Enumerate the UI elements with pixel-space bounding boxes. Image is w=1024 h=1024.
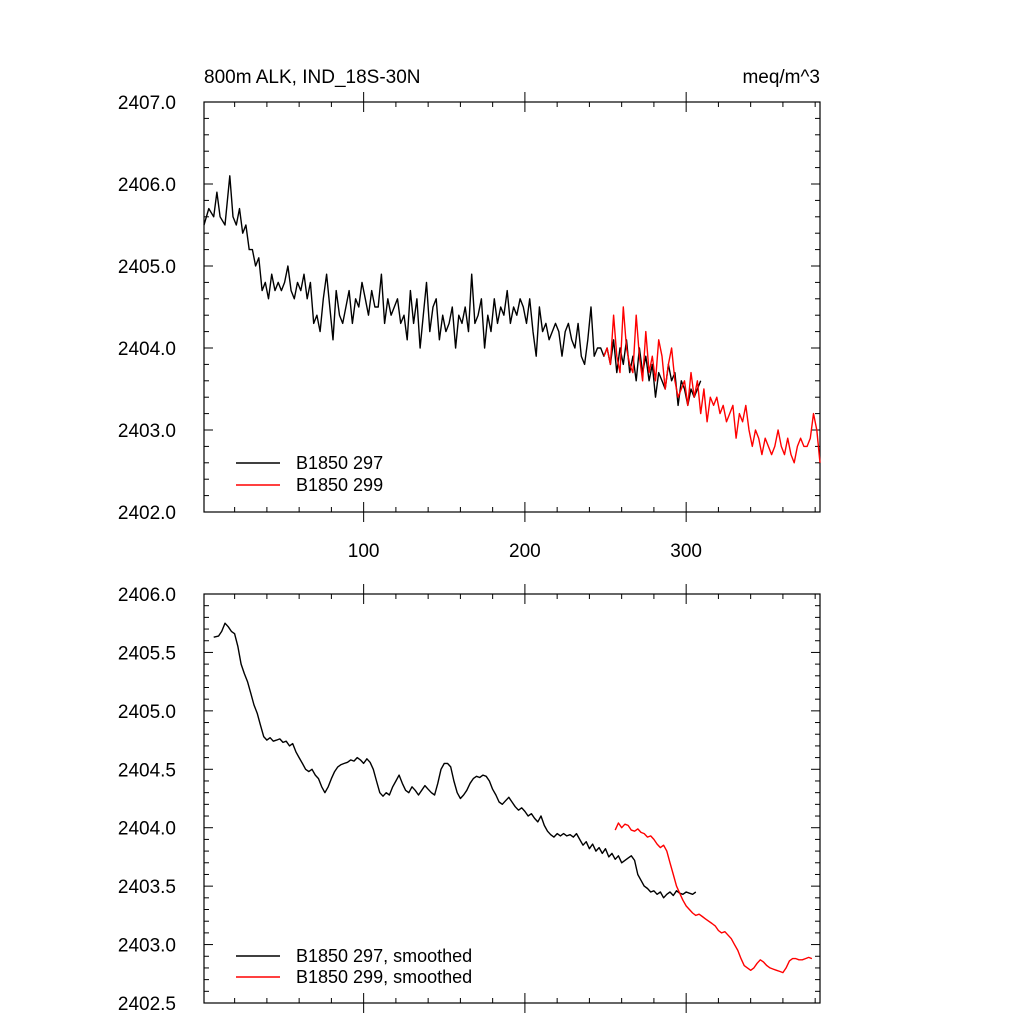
y-tick-label: 2402.0 — [118, 503, 176, 524]
y-tick-label: 2402.5 — [118, 994, 176, 1015]
series-line-b1850-297 — [203, 175, 702, 407]
legend-label: B1850 297, smoothed — [296, 946, 472, 966]
legend-label: B1850 299, smoothed — [296, 967, 472, 987]
plot-frame — [203, 593, 821, 1004]
series-line-b1850-299 — [614, 822, 813, 974]
series-line-b1850-299 — [603, 306, 821, 464]
x-tick-label: 100 — [348, 541, 380, 562]
y-tick-label: 2403.0 — [118, 936, 176, 957]
chart-title-left: 800m ALK, IND_18S-30N — [204, 67, 421, 88]
top-panel: 2402.0 2403.0 2404.0 2405.0 2406.0 2407.0 100 2… — [118, 92, 821, 562]
y-tick-label: 2406.0 — [118, 585, 176, 606]
series-line-b1850-297 — [213, 622, 697, 899]
plot-frame — [203, 101, 821, 513]
x-tick-label: 200 — [509, 541, 541, 562]
x-tick-label: 300 — [670, 541, 702, 562]
legend-label: B1850 297 — [296, 453, 383, 473]
chart-units-label: meq/m^3 — [742, 67, 820, 88]
y-tick-label: 2405.0 — [118, 702, 176, 723]
y-tick-label: 2403.5 — [118, 877, 176, 898]
y-tick-label: 2404.0 — [118, 339, 176, 360]
y-tick-label: 2406.0 — [118, 175, 176, 196]
y-tick-label: 2405.5 — [118, 643, 176, 664]
y-tick-label: 2407.0 — [118, 93, 176, 114]
y-tick-label: 2404.5 — [118, 760, 176, 781]
legend-label: B1850 299 — [296, 475, 383, 495]
y-tick-label: 2404.0 — [118, 819, 176, 840]
y-tick-label: 2403.0 — [118, 421, 176, 442]
bottom-panel: 2402.5 2403.0 2403.5 2404.0 2404.5 2405.0 2405… — [118, 584, 821, 1015]
y-tick-label: 2405.0 — [118, 257, 176, 278]
